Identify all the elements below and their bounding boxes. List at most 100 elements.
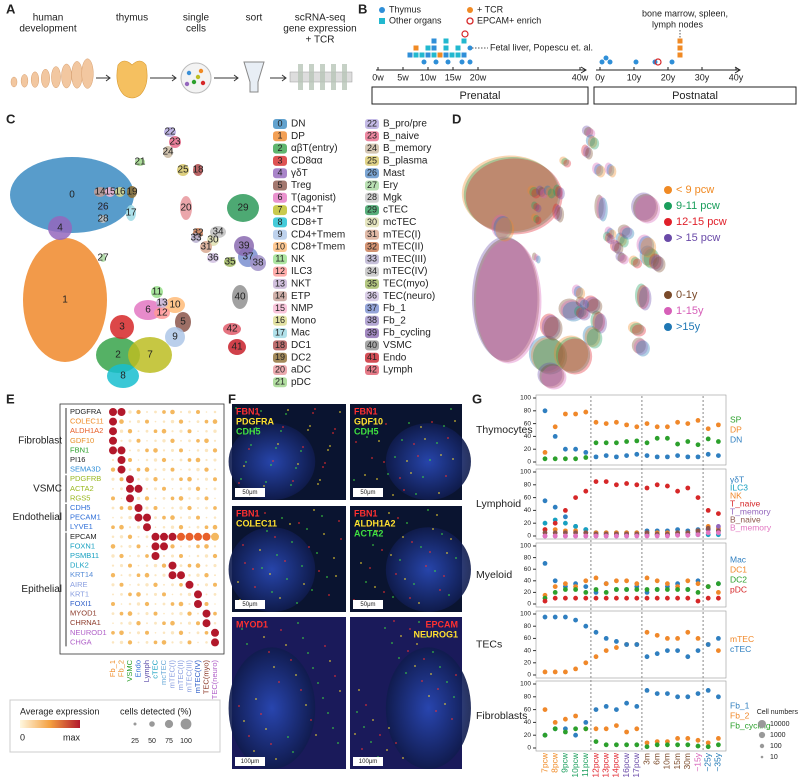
umap-cluster — [227, 194, 259, 222]
umap-blob — [491, 214, 511, 239]
umap-blob — [615, 232, 625, 245]
y-tick-label: 60 — [524, 635, 532, 642]
row-frame — [535, 394, 727, 466]
signal-dot — [306, 528, 308, 530]
umap-blob — [536, 255, 541, 264]
cluster-id: 11 — [275, 254, 284, 264]
cluster-swatch — [273, 254, 287, 265]
point — [603, 421, 609, 426]
point — [542, 456, 548, 462]
umap-blob — [554, 205, 563, 221]
point — [695, 691, 701, 696]
legend-label: 10 — [770, 754, 778, 761]
expression-dot — [128, 439, 132, 443]
x-tick-label: 16pcw — [621, 752, 631, 777]
cluster-swatch — [365, 315, 379, 326]
cluster-swatch — [365, 291, 379, 302]
umap-cluster — [232, 285, 248, 309]
cluster-id: 23 — [367, 131, 377, 141]
expression-dot — [170, 419, 175, 424]
umap-blob — [557, 187, 565, 200]
point — [705, 642, 711, 647]
expression-dot — [154, 468, 157, 471]
umap-blob — [559, 156, 568, 165]
expression-dot — [179, 448, 183, 453]
gene-label: KRT14 — [70, 570, 93, 579]
point — [624, 700, 629, 706]
cluster-id: 38 — [367, 315, 377, 325]
expression-dot — [144, 496, 150, 501]
column-label: TEC(myo) — [201, 660, 210, 695]
expression-dot — [163, 478, 165, 481]
signal-dot — [443, 575, 445, 577]
expression-dot — [129, 449, 131, 452]
cluster-number: 24 — [162, 147, 174, 158]
expression-dot — [187, 410, 192, 414]
step-label: cells — [186, 24, 206, 35]
expression-dot — [111, 477, 115, 481]
point — [634, 704, 640, 709]
expression-dot — [111, 535, 115, 539]
expression-dot — [128, 458, 132, 462]
umap-cluster — [165, 327, 185, 347]
expression-dot — [187, 429, 192, 434]
umap-cluster — [156, 298, 168, 308]
point — [685, 439, 691, 444]
signal-dot — [254, 586, 256, 588]
expression-dot — [170, 515, 175, 520]
signal-dot — [432, 651, 434, 653]
sample-marker — [467, 59, 473, 65]
point — [573, 713, 578, 719]
cluster-number: 2 — [115, 350, 121, 361]
cluster-swatch — [273, 168, 287, 179]
row-title: Fibroblasts — [476, 710, 527, 722]
column-label: TEC(neuro) — [210, 660, 219, 700]
point — [542, 408, 548, 414]
expression-dot — [178, 419, 184, 424]
signal-dot — [373, 419, 375, 421]
expression-dot — [129, 584, 131, 586]
expression-dot — [120, 603, 123, 605]
point — [685, 595, 691, 601]
umap-blob — [578, 308, 591, 321]
cluster-name: DN — [291, 119, 305, 130]
point — [542, 533, 548, 539]
expression-dot — [187, 505, 192, 511]
group-label: Endothelial — [13, 512, 62, 523]
umap-blob — [553, 184, 561, 197]
expression-dot — [212, 419, 218, 424]
x-tick-label: 9pcw — [560, 752, 570, 773]
legend-label: 10000 — [770, 721, 790, 728]
cluster-name: Mgk — [383, 192, 403, 203]
expression-dot — [151, 552, 160, 560]
point — [583, 409, 589, 415]
signal-dot — [395, 742, 397, 744]
expression-dot — [170, 496, 175, 501]
expression-dot — [109, 427, 117, 436]
expression-dot — [136, 544, 141, 549]
y-tick-label: 20 — [524, 446, 532, 453]
expression-dot — [196, 583, 200, 586]
point — [573, 411, 578, 417]
point — [665, 483, 670, 489]
point — [593, 654, 599, 660]
umap-cluster — [175, 312, 191, 332]
group-label: Fibroblast — [18, 435, 62, 446]
cluster-id: 31 — [367, 229, 377, 239]
signal-dot — [398, 657, 400, 659]
expression-dot — [111, 525, 115, 530]
signal-dot — [400, 635, 402, 637]
expression-dot — [160, 532, 168, 541]
point — [644, 740, 650, 746]
point — [614, 707, 619, 712]
signal-dot — [337, 742, 339, 744]
y-tick-label: 60 — [524, 420, 532, 427]
y-tick-label: 80 — [524, 554, 532, 561]
legend-label: 9-11 pcw — [676, 200, 720, 212]
signal-dot — [438, 492, 440, 494]
signal-dot — [454, 420, 456, 422]
expression-dot — [119, 477, 124, 482]
cluster-number: 40 — [234, 292, 246, 303]
legend-label: B_memory — [730, 522, 772, 532]
point — [644, 654, 650, 660]
